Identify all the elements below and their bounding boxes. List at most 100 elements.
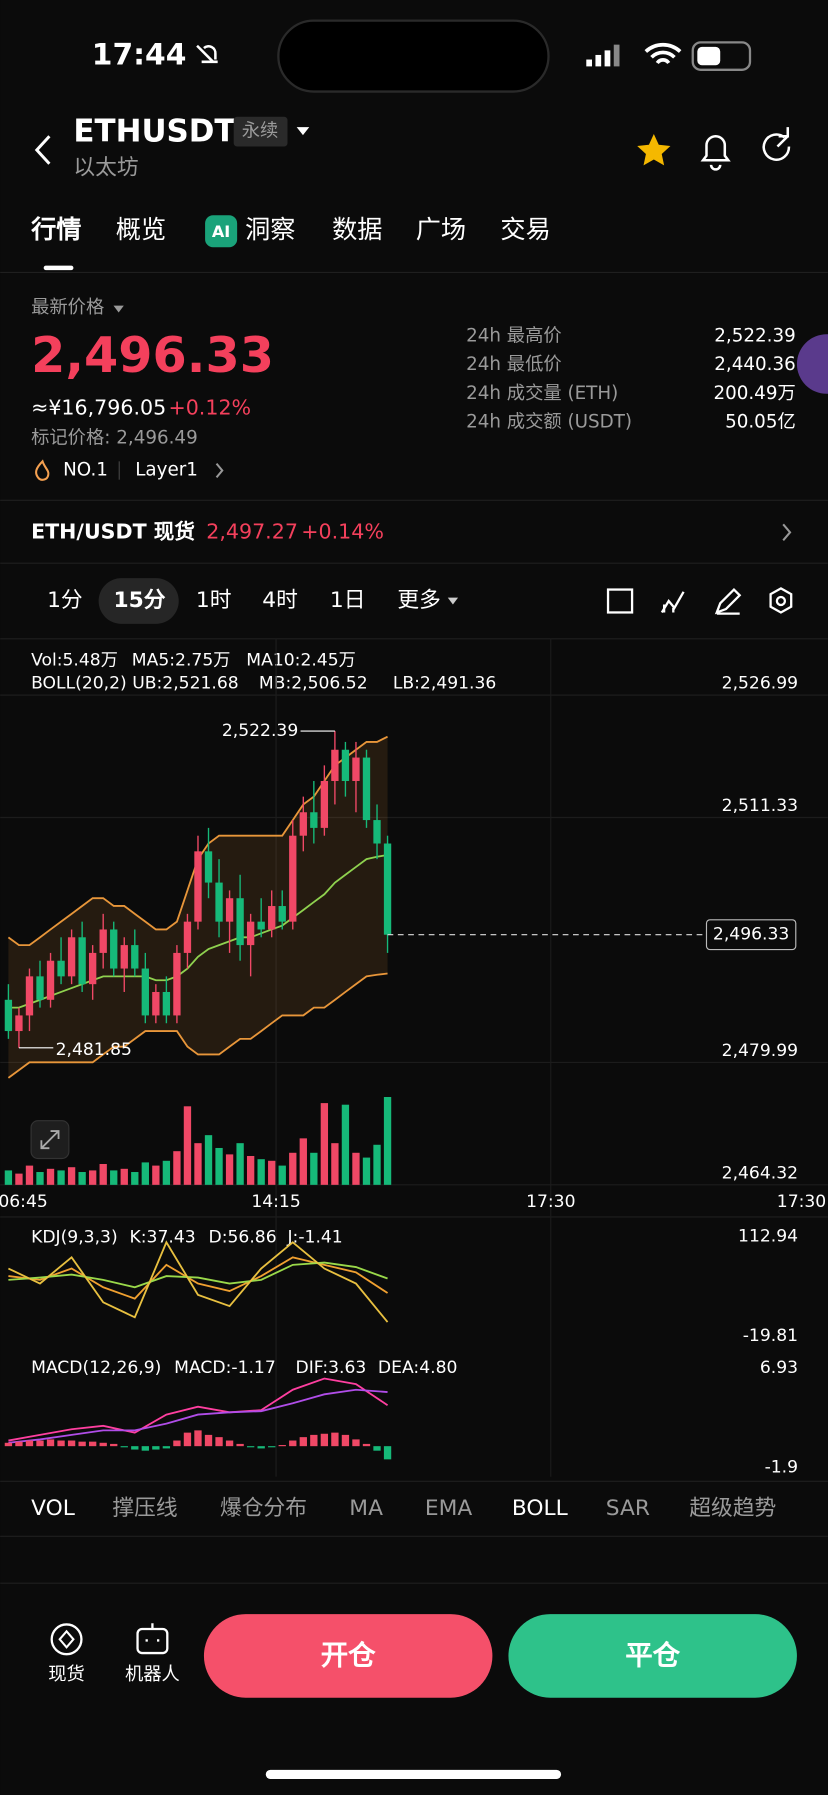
tab[interactable]: 概览 (116, 215, 166, 244)
candle-body (215, 882, 223, 922)
indicator[interactable]: 撑压线 (112, 1496, 177, 1521)
volume-bar (320, 1103, 329, 1185)
spot-arrow[interactable] (782, 523, 792, 542)
sector[interactable]: Layer1 (135, 460, 198, 481)
volume-bar (268, 1160, 276, 1185)
macd-bar (373, 1446, 381, 1451)
kdj-line (8, 1240, 389, 1323)
macd-bar (78, 1441, 86, 1447)
candle-body (36, 976, 44, 1000)
wifi-icon (644, 42, 682, 65)
interval[interactable]: 15分 (113, 588, 165, 613)
tab[interactable]: 洞察 (245, 215, 295, 244)
tab[interactable]: 交易 (500, 215, 550, 244)
macd-bar (341, 1434, 350, 1447)
y-tick-label: 2,526.99 (722, 674, 798, 694)
indicator[interactable]: 超级趋势 (689, 1496, 776, 1521)
symbol[interactable]: ETHUSDT (73, 113, 235, 149)
volume-bar (215, 1147, 223, 1185)
mark-price: 标记价格: 2,496.49 (31, 427, 198, 448)
stat-value: 2,522.39 (714, 326, 795, 347)
low-label: 2,481.85 (56, 1040, 132, 1060)
more-dropdown[interactable] (447, 597, 459, 605)
interval[interactable]: 1日 (330, 588, 366, 613)
volume-bar (194, 1143, 202, 1185)
volume-bar (162, 1160, 171, 1185)
macd-bar (236, 1443, 244, 1447)
interval[interactable]: 4时 (262, 588, 298, 613)
tab[interactable]: 行情 (30, 215, 81, 244)
indicator[interactable]: VOL (31, 1496, 75, 1521)
spot-button-label[interactable]: 现货 (48, 1664, 85, 1685)
price-label-dropdown[interactable] (113, 305, 124, 313)
favorite-star[interactable] (637, 133, 671, 166)
macd-bar (320, 1433, 329, 1447)
close-position-button[interactable] (508, 1614, 797, 1698)
macd-bar (46, 1439, 55, 1447)
candle-body (278, 906, 286, 922)
macd-line (8, 1388, 388, 1444)
volume-bar (204, 1135, 213, 1185)
kdj-d: D:56.86 (209, 1227, 277, 1247)
candle-body (67, 937, 76, 977)
candle-body (194, 851, 202, 922)
settings-button[interactable] (769, 587, 793, 614)
open-position-button[interactable] (203, 1614, 493, 1698)
macd-bar (204, 1434, 213, 1447)
macd-bar (4, 1442, 13, 1447)
y-tick-label: 112.94 (738, 1226, 798, 1246)
back-button[interactable] (34, 135, 51, 165)
alert-bell[interactable] (700, 134, 731, 171)
volume-bar (131, 1172, 139, 1185)
interval[interactable]: 1分 (47, 588, 83, 613)
volume-bar (236, 1143, 244, 1185)
interval[interactable]: 更多 (397, 588, 441, 613)
indicator-button[interactable] (660, 591, 685, 614)
candle-body (110, 929, 118, 969)
open-position-label[interactable]: 开仓 (321, 1640, 376, 1671)
volume-bar (141, 1162, 149, 1185)
candle-body (225, 898, 234, 922)
macd-bar (15, 1441, 23, 1447)
tab[interactable]: 数据 (332, 215, 382, 244)
draw-button[interactable] (714, 587, 742, 615)
indicator[interactable]: EMA (425, 1496, 473, 1521)
floating-assistant[interactable] (796, 334, 828, 394)
indicator[interactable]: 爆仓分布 (220, 1496, 307, 1521)
volume-bar (88, 1170, 97, 1185)
sector-arrow[interactable] (215, 462, 224, 479)
macd-bar (152, 1446, 160, 1450)
indicator[interactable]: SAR (606, 1496, 650, 1521)
macd-bar (36, 1440, 44, 1447)
spot-icon[interactable] (50, 1623, 83, 1656)
macd-bar (225, 1440, 234, 1447)
interval[interactable]: 1时 (196, 588, 232, 613)
candle-body (320, 781, 329, 828)
macd-line (8, 1377, 389, 1442)
share-button[interactable] (762, 127, 791, 161)
volume-bar (352, 1152, 360, 1185)
robot-button-label[interactable]: 机器人 (125, 1664, 180, 1685)
volume-bar (46, 1168, 55, 1185)
y-tick-label: 6.93 (760, 1358, 798, 1378)
candle-body (162, 991, 171, 1016)
price-change: +0.12% (168, 396, 251, 420)
candle-body (78, 937, 86, 985)
volume-bar (67, 1167, 76, 1185)
close-position-label[interactable]: 平仓 (625, 1640, 680, 1671)
volume-bar (152, 1165, 160, 1185)
spot-name[interactable]: ETH/USDT 现货 (31, 519, 195, 543)
volume-bar (57, 1170, 65, 1185)
candle-body (299, 812, 307, 836)
candle-body (289, 835, 297, 922)
macd-bar (110, 1443, 118, 1447)
chart-type-button[interactable] (606, 588, 634, 614)
indicator[interactable]: MA (349, 1496, 383, 1521)
x-tick-label: 06:45 (0, 1192, 48, 1212)
tab[interactable]: 广场 (416, 215, 466, 244)
indicator[interactable]: BOLL (512, 1496, 568, 1521)
volume-bar (331, 1143, 339, 1185)
robot-icon-detail (145, 1623, 160, 1642)
symbol-dropdown[interactable] (296, 127, 310, 136)
